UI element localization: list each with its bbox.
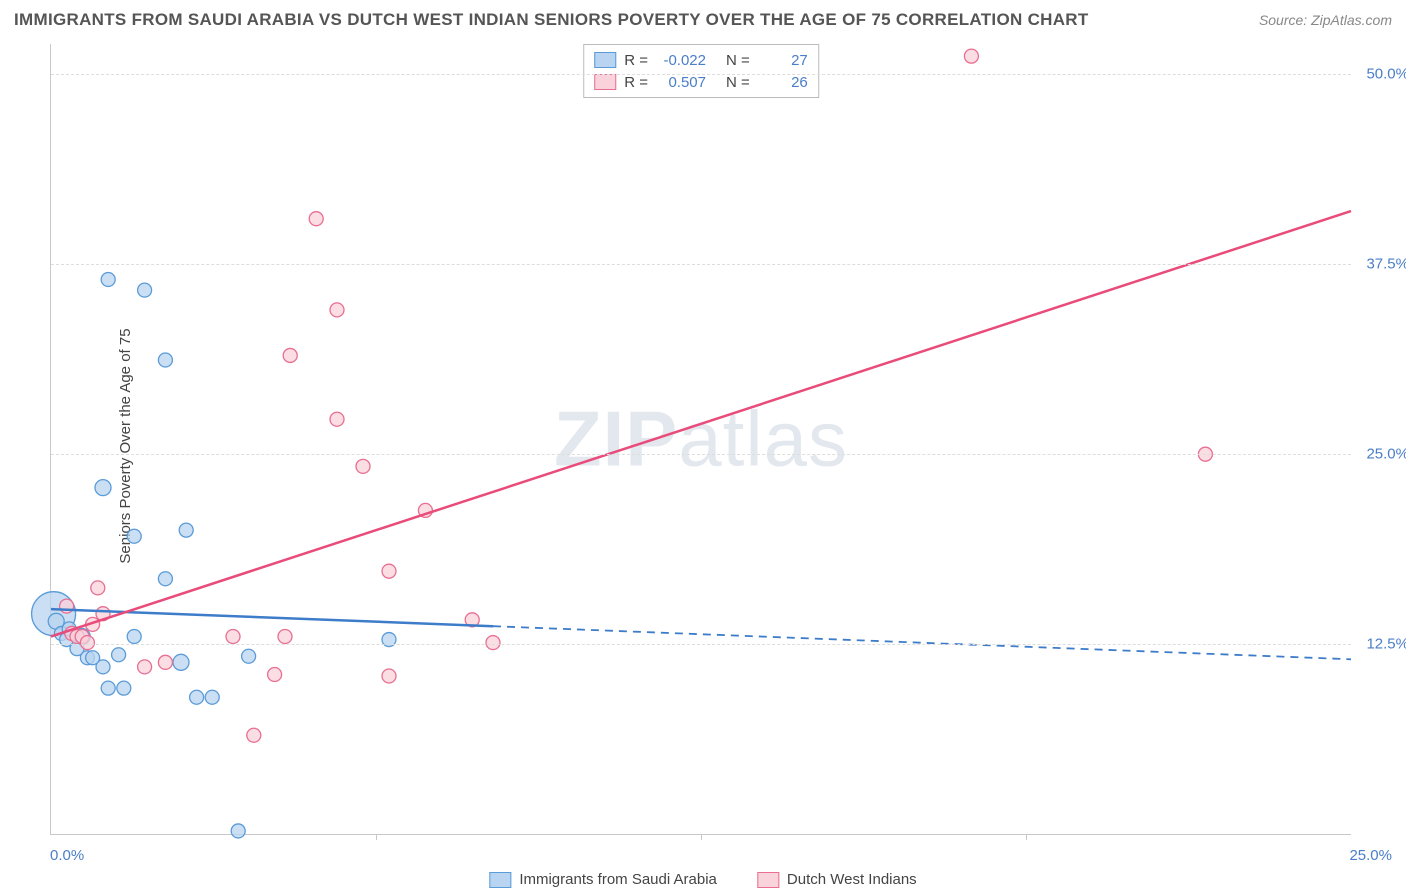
- legend-item-0: Immigrants from Saudi Arabia: [489, 871, 717, 888]
- x-tick-0: 0.0%: [50, 847, 84, 864]
- legend-item-1: Dutch West Indians: [757, 871, 917, 888]
- x-tick-1: 25.0%: [1349, 847, 1392, 864]
- y-tick: 50.0%: [1366, 66, 1406, 83]
- legend-swatch-0: [489, 872, 511, 888]
- legend-label-1: Dutch West Indians: [787, 871, 917, 888]
- y-tick: 37.5%: [1366, 256, 1406, 273]
- chart-svg: [51, 44, 1351, 834]
- legend-swatch-1: [757, 872, 779, 888]
- legend-label-0: Immigrants from Saudi Arabia: [519, 871, 717, 888]
- plot-area: ZIPatlas R = -0.022 N = 27 R = 0.507 N =…: [50, 44, 1351, 835]
- chart-title: IMMIGRANTS FROM SAUDI ARABIA VS DUTCH WE…: [14, 10, 1089, 30]
- source-label: Source: ZipAtlas.com: [1259, 12, 1392, 28]
- y-tick: 12.5%: [1366, 636, 1406, 653]
- series-legend: Immigrants from Saudi Arabia Dutch West …: [489, 871, 916, 888]
- y-tick: 25.0%: [1366, 446, 1406, 463]
